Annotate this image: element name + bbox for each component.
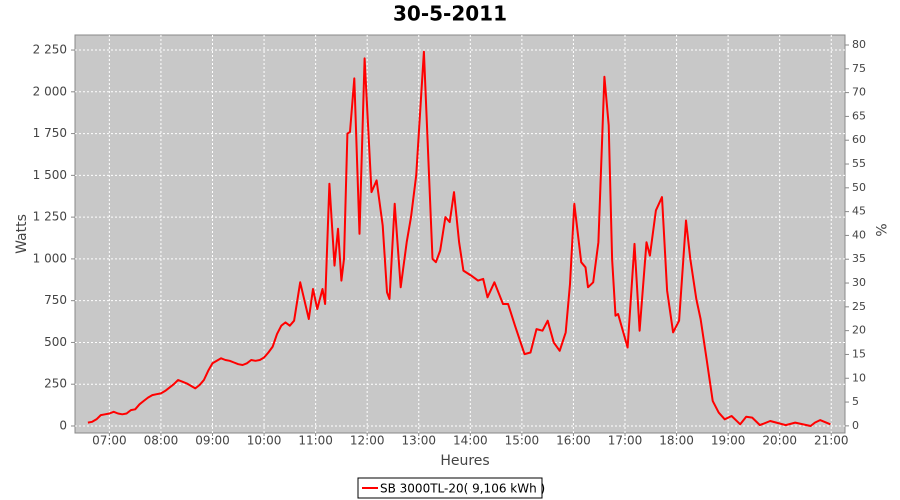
plot-area <box>74 34 846 434</box>
y2-tick-label: 45 <box>852 205 866 218</box>
x-tick-label: 12:00 <box>350 434 385 448</box>
x-tick-label: 08:00 <box>144 434 179 448</box>
y-tick-label: 2 000 <box>33 84 67 98</box>
y-tick-label: 750 <box>44 293 67 307</box>
data-line <box>87 50 831 427</box>
x-tick-label: 20:00 <box>762 434 797 448</box>
y2-tick-label: 65 <box>852 109 866 122</box>
y-tick-label: 250 <box>44 377 67 391</box>
x-axis-title: Heures <box>440 453 489 469</box>
x-tick-label: 11:00 <box>298 434 333 448</box>
y2-tick-label: 55 <box>852 157 866 170</box>
y2-tick-label: 70 <box>852 86 866 99</box>
y2-tick-label: 10 <box>852 371 866 384</box>
y2-tick-label: 25 <box>852 300 866 313</box>
y-tick-label: 1 250 <box>33 210 67 224</box>
x-tick-label: 16:00 <box>556 434 591 448</box>
y-tick-label: 2 250 <box>33 43 67 57</box>
y2-axis-title: % <box>872 223 888 236</box>
x-tick-label: 18:00 <box>659 434 694 448</box>
x-tick-label: 10:00 <box>247 434 282 448</box>
x-tick-label: 21:00 <box>814 434 849 448</box>
y-tick-label: 0 <box>59 418 67 432</box>
legend-box <box>357 477 543 499</box>
y2-tick-label: 20 <box>852 324 866 337</box>
y2-tick-label: 75 <box>852 62 866 75</box>
x-tick-label: 14:00 <box>453 434 488 448</box>
y2-tick-label: 50 <box>852 181 866 194</box>
x-tick-label: 13:00 <box>401 434 436 448</box>
x-tick-label: 15:00 <box>505 434 540 448</box>
y2-tick-label: 60 <box>852 133 866 146</box>
y2-tick-label: 80 <box>852 38 866 51</box>
x-tick-label: 09:00 <box>195 434 230 448</box>
y-tick-label: 500 <box>44 335 67 349</box>
legend-label: SB 3000TL-20( 9,106 kWh ) <box>380 482 545 496</box>
x-tick-label: 07:00 <box>92 434 127 448</box>
y2-tick-label: 35 <box>852 252 866 265</box>
y-tick-label: 1 500 <box>33 168 67 182</box>
chart-title: 30-5-2011 <box>393 2 507 26</box>
y-axis-title: Watts <box>14 214 30 254</box>
y2-tick-label: 40 <box>852 228 866 241</box>
x-tick-label: 19:00 <box>711 434 746 448</box>
y2-tick-label: 15 <box>852 347 866 360</box>
y2-tick-label: 0 <box>852 419 859 432</box>
y2-tick-label: 5 <box>852 395 859 408</box>
y-tick-label: 1 000 <box>33 251 67 265</box>
x-tick-label: 17:00 <box>608 434 643 448</box>
y-tick-label: 1 750 <box>33 126 67 140</box>
y2-tick-label: 30 <box>852 276 866 289</box>
